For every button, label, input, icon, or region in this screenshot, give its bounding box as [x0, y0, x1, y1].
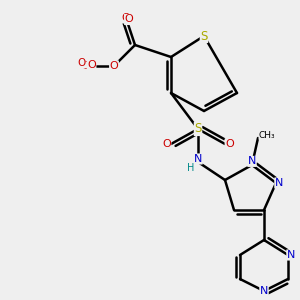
Text: O: O [225, 139, 234, 149]
Text: O: O [87, 60, 96, 70]
Text: S: S [194, 122, 202, 136]
Text: N: N [194, 154, 202, 164]
Text: O: O [77, 58, 85, 68]
Text: S: S [200, 29, 208, 43]
Text: O: O [124, 14, 134, 25]
Text: O: O [162, 139, 171, 149]
Text: O: O [122, 13, 130, 23]
Text: CH₃: CH₃ [259, 130, 275, 140]
Text: N: N [248, 156, 256, 167]
Text: N: N [287, 250, 295, 260]
Text: N: N [260, 286, 268, 296]
Text: H: H [187, 163, 194, 173]
Text: N: N [275, 178, 283, 188]
Text: O: O [82, 61, 89, 71]
Text: O: O [110, 61, 118, 71]
